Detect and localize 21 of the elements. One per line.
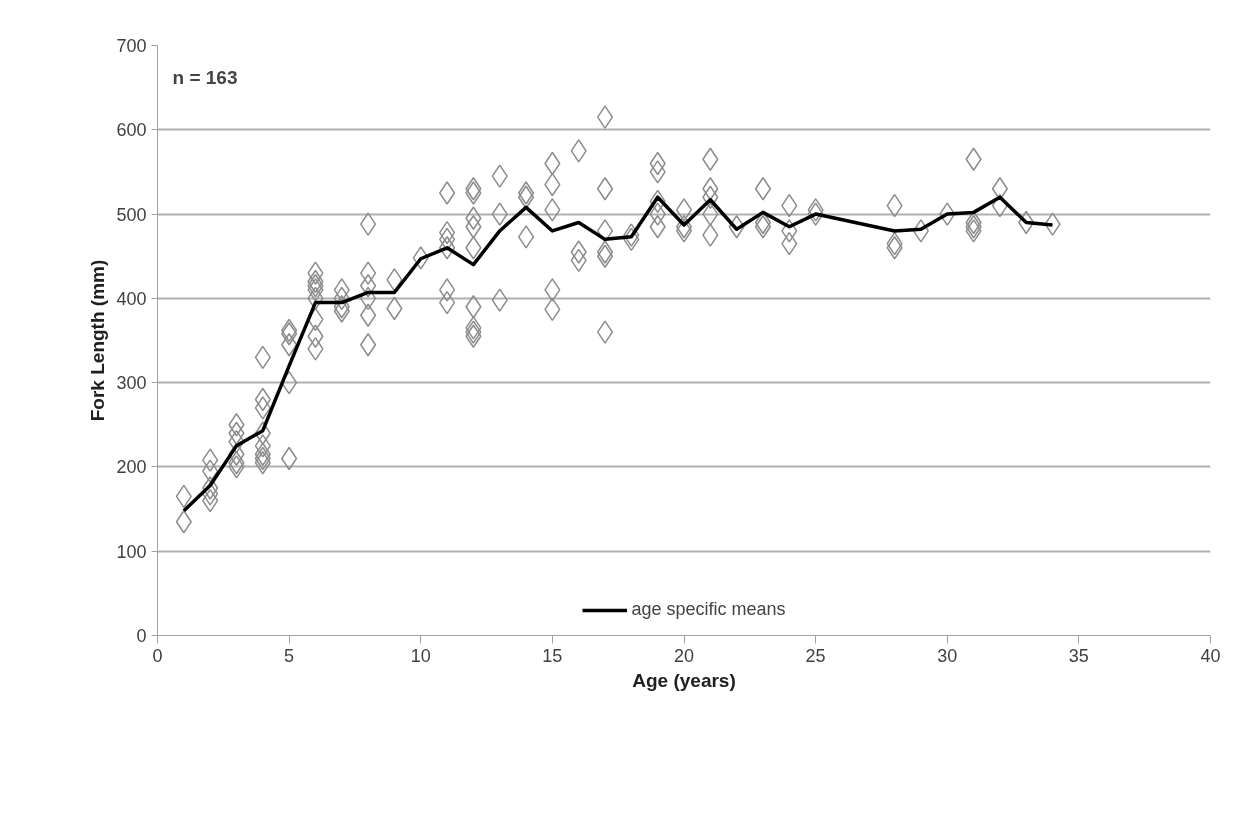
y-tick-label: 600 (116, 120, 147, 141)
x-tick-label: 5 (284, 645, 295, 666)
x-tick-label: 30 (937, 645, 958, 666)
y-tick-label: 200 (116, 457, 147, 478)
y-tick-label: 700 (116, 36, 147, 56)
x-axis-title: Age (years) (632, 669, 736, 691)
y-tick-label: 500 (116, 204, 147, 225)
x-tick-label: 25 (805, 645, 826, 666)
y-axis-title: Fork Length (mm) (87, 259, 109, 422)
x-tick-label: 35 (1068, 645, 1089, 666)
x-tick-label: 0 (152, 645, 163, 666)
x-tick-label: 15 (542, 645, 563, 666)
annotation: n = 163 (172, 67, 238, 89)
y-tick-label: 100 (116, 541, 147, 562)
y-tick-label: 0 (136, 626, 147, 646)
legend-label: age specific means (631, 599, 786, 620)
x-tick-label: 20 (673, 645, 695, 666)
y-tick-label: 400 (116, 288, 147, 309)
x-tick-label: 10 (410, 645, 431, 666)
y-tick-label: 300 (116, 373, 147, 394)
x-tick-label: 40 (1200, 645, 1221, 666)
